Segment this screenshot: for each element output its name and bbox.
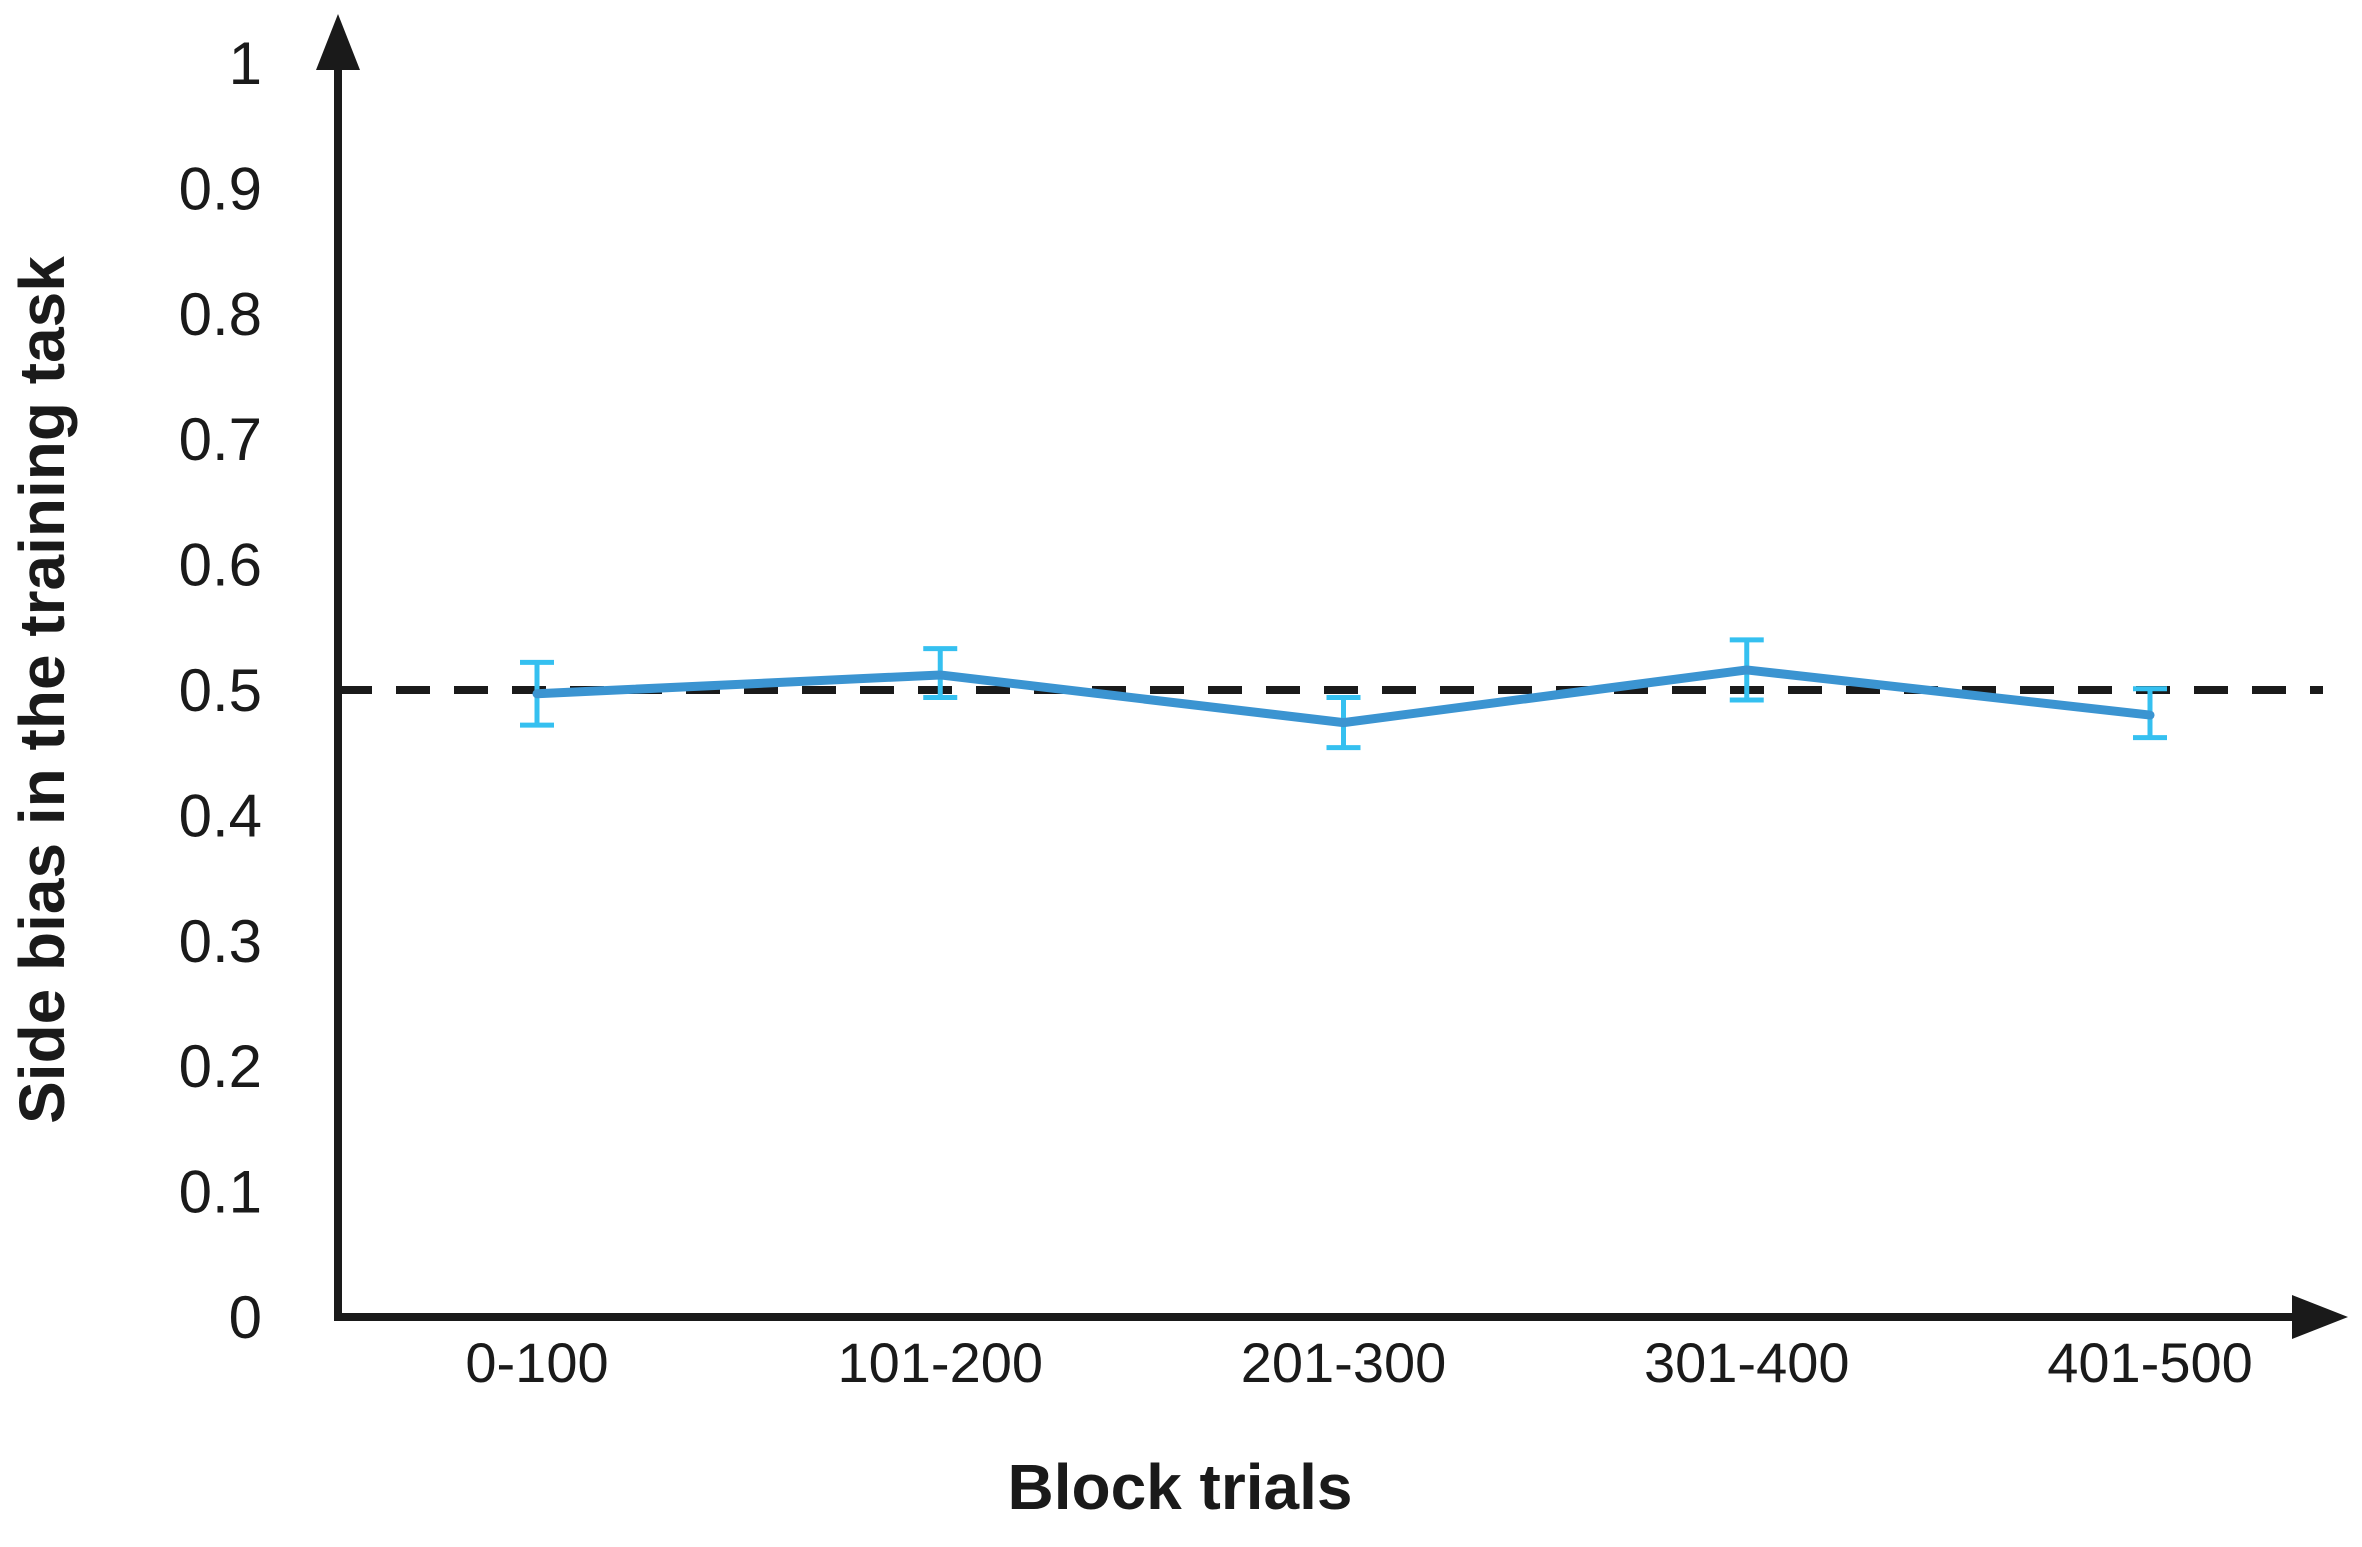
y-axis-title: Side bias in the training task — [6, 256, 78, 1124]
y-tick-label: 0 — [229, 1284, 262, 1351]
y-tick-label: 0.3 — [179, 908, 262, 975]
x-tick-label: 101-200 — [837, 1331, 1043, 1394]
x-tick-label: 0-100 — [465, 1331, 608, 1394]
y-tick-label: 0.8 — [179, 281, 262, 348]
x-tick-label: 401-500 — [2047, 1331, 2253, 1394]
y-tick-label: 0.5 — [179, 657, 262, 724]
y-tick-label: 0.6 — [179, 532, 262, 599]
data-series-line — [532, 665, 2155, 728]
x-tick-label: 201-300 — [1241, 1331, 1447, 1394]
x-axis-arrowhead — [2292, 1295, 2348, 1339]
y-tick-label: 0.4 — [179, 782, 262, 849]
y-axis-arrowhead — [316, 14, 360, 70]
x-axis-title: Block trials — [1007, 1451, 1353, 1523]
x-tick-label: 301-400 — [1644, 1331, 1850, 1394]
y-tick-label: 0.1 — [179, 1159, 262, 1226]
y-tick-label: 0.7 — [179, 406, 262, 473]
y-tick-label: 1 — [229, 30, 262, 97]
y-tick-label: 0.2 — [179, 1033, 262, 1100]
y-tick-label: 0.9 — [179, 155, 262, 222]
